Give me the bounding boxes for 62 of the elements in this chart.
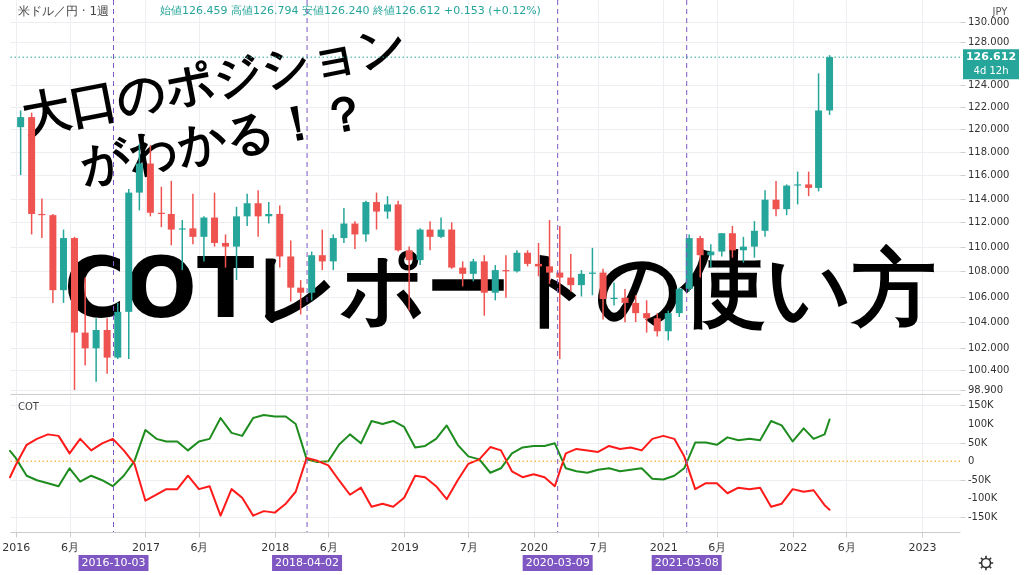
candlestick [254, 189, 262, 238]
x-tick-label: 6月 [708, 540, 727, 554]
x-tick-label: 2017 [131, 540, 160, 554]
line-series [9, 433, 831, 517]
x-tick-label: 2021 [649, 540, 678, 554]
y-tick-label: 120.000 [968, 123, 1010, 135]
candlestick [373, 191, 381, 231]
y-tick-label: 50K [968, 436, 988, 448]
candlestick [189, 193, 197, 245]
candlestick [384, 195, 392, 220]
x-tick-label: 6月 [190, 540, 209, 554]
ref-line-label: 126.612 [965, 50, 1017, 64]
y-tick-label: -50K [968, 473, 992, 485]
text: JPY [991, 6, 1009, 17]
y-tick-label: 0 [968, 455, 975, 467]
x-tick-label: 6月 [61, 540, 80, 554]
candlestick [340, 207, 348, 244]
candlestick [167, 180, 175, 247]
x-tick-label: 2023 [908, 540, 937, 554]
x-tick-label: 6月 [319, 540, 338, 554]
y-tick-label: 128.000 [968, 36, 1010, 48]
y-tick-label: 112.000 [968, 216, 1010, 228]
y-tick-label: -100K [968, 492, 998, 504]
candlestick [17, 109, 25, 176]
candlestick [805, 170, 813, 197]
ref-line-label: 2016-10-03 [81, 556, 146, 569]
y-tick-label: 114.000 [968, 192, 1010, 204]
y-tick-label: 104.000 [968, 316, 1010, 328]
x-tick-label: 7月 [459, 540, 478, 554]
candlestick [437, 216, 445, 239]
candlestick [772, 180, 780, 218]
text: COT [18, 401, 40, 412]
x-tick-label: 2020 [520, 540, 549, 554]
y-tick-label: 108.000 [968, 265, 1010, 277]
chart-subtitle: 始値126.459 高値126.794 安値126.240 終値126.612 +0.153 (+0.12%) [160, 4, 541, 17]
y-tick-label: 124.000 [968, 79, 1010, 91]
y-tick-label: 100K [968, 417, 995, 429]
y-tick-label: -150K [968, 511, 998, 523]
y-tick-label: 118.000 [968, 146, 1010, 158]
x-tick-label: 6月 [837, 540, 856, 554]
x-tick-label: 2022 [779, 540, 808, 554]
y-tick-label: 106.000 [968, 290, 1010, 302]
line-series [9, 414, 831, 488]
y-tick-label: 100.400 [968, 363, 1010, 375]
y-tick-label: 102.000 [968, 342, 1010, 354]
candlestick [783, 183, 791, 216]
y-tick-label: 110.000 [968, 240, 1010, 252]
candlestick [243, 193, 251, 227]
y-tick-label: 98.900 [968, 383, 1003, 395]
ref-line-label: 2021-03-08 [654, 556, 719, 569]
x-tick-label: 2019 [390, 540, 419, 554]
ref-line-label: 2018-04-02 [275, 556, 340, 569]
text: 4d 12h [973, 65, 1009, 77]
x-tick-label: 2018 [261, 540, 290, 554]
y-tick-label: 116.000 [968, 169, 1010, 181]
candlestick [794, 170, 802, 206]
chart-title: 米ドル／円 · 1週 [18, 4, 110, 18]
x-tick-label: 7月 [589, 540, 608, 554]
x-tick-label: 2016 [2, 540, 31, 554]
y-tick-label: 150K [968, 399, 995, 411]
y-tick-label: 122.000 [968, 101, 1010, 113]
ref-line-label: 2020-03-09 [525, 556, 590, 569]
